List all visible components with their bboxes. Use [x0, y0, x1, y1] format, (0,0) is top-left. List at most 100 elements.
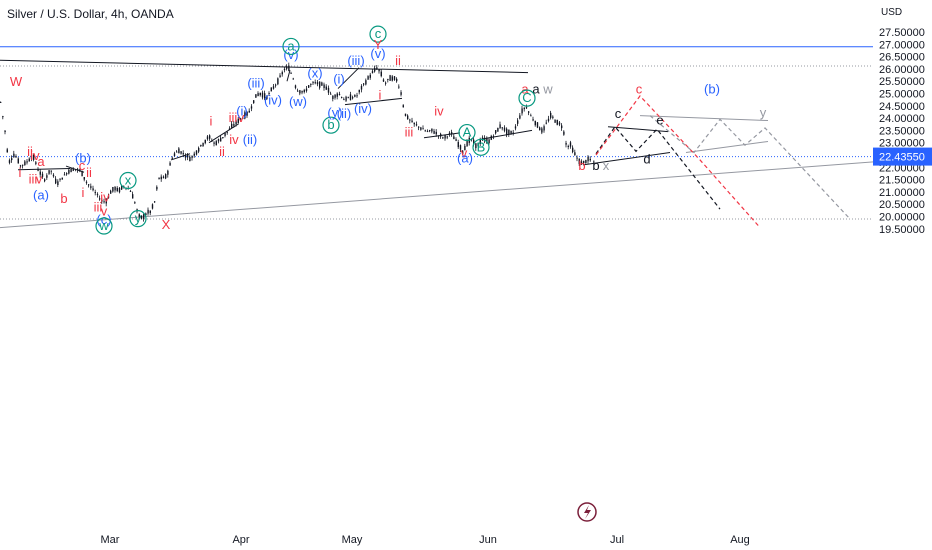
candle-body — [517, 120, 519, 124]
candle-body — [189, 156, 191, 162]
wave-label: (i) — [236, 104, 248, 119]
candle-body — [101, 199, 103, 202]
candle-body — [35, 162, 37, 164]
wave-label-circle — [282, 37, 300, 56]
candle-body — [371, 71, 374, 74]
candle-body — [360, 85, 363, 90]
candle-body — [389, 75, 391, 81]
x-tick-label: Jul — [610, 534, 624, 546]
y-tick-label: 26.50000 — [879, 52, 925, 64]
candle-body — [77, 168, 79, 171]
price-axis[interactable]: 27.5000027.0000026.5000026.0000025.50000… — [879, 27, 925, 236]
candle-body — [235, 120, 237, 125]
candle-body — [308, 85, 310, 88]
candle-body — [68, 169, 70, 174]
wave-label: ii — [395, 53, 401, 68]
candle-body — [222, 137, 224, 139]
candle-body — [85, 181, 88, 183]
projection-path[interactable] — [649, 115, 851, 220]
wave-label-circle — [95, 217, 113, 235]
candle-body — [4, 130, 6, 132]
candle-body — [413, 122, 415, 125]
candle-body — [149, 210, 151, 214]
candle-body — [477, 142, 479, 147]
candle-body — [8, 160, 11, 163]
candle-body — [213, 142, 215, 144]
candle-body — [510, 130, 512, 135]
wave-label: iv — [229, 132, 239, 147]
trendline[interactable] — [0, 59, 529, 74]
wave-label: x — [125, 173, 132, 188]
candle-body — [259, 92, 261, 96]
trendline[interactable] — [0, 156, 932, 229]
candle-body — [283, 68, 286, 71]
candle-body — [44, 179, 46, 182]
lightning-icon[interactable] — [577, 502, 597, 522]
candle-body — [204, 139, 206, 144]
wave-label: iii — [405, 125, 414, 140]
projection-path[interactable] — [595, 125, 721, 210]
wave-label-circle — [458, 123, 476, 142]
candle-body — [446, 136, 448, 138]
wave-label: i — [19, 165, 22, 180]
time-axis[interactable]: Mar Apr May Jun Jul Aug — [101, 534, 750, 546]
candle-body — [162, 176, 165, 179]
wave-label: (iii) — [347, 53, 364, 68]
candle-body — [424, 130, 426, 132]
wave-label: b — [60, 191, 67, 206]
wave-label-circle — [518, 89, 536, 107]
candle-body — [426, 130, 429, 132]
candle-body — [514, 126, 517, 129]
candle-body — [52, 174, 55, 177]
candle-body — [2, 116, 4, 118]
candle-body — [473, 139, 475, 145]
wave-label: Y — [374, 37, 383, 52]
candle-body — [589, 158, 591, 161]
candle-body — [50, 170, 52, 172]
y-tick-label: 26.00000 — [879, 64, 925, 76]
wave-label: c — [375, 26, 382, 41]
trendline[interactable] — [170, 153, 191, 161]
candle-body — [523, 108, 525, 110]
candle-body — [286, 66, 288, 69]
candle-body — [171, 157, 173, 159]
candle-body — [385, 82, 387, 84]
trendline[interactable] — [208, 123, 239, 144]
candle-body — [391, 76, 393, 81]
candle-body — [587, 156, 589, 162]
candle-body — [378, 69, 380, 72]
candle-body — [409, 119, 411, 121]
candle-body — [314, 82, 316, 84]
candle-body — [347, 97, 349, 99]
trendline[interactable] — [17, 168, 71, 171]
candle-body — [506, 128, 508, 135]
candle-body — [319, 81, 321, 88]
candle-body — [398, 86, 400, 88]
x-tick-label: Jun — [479, 534, 497, 546]
candle-body — [499, 124, 501, 129]
candle-body — [363, 83, 365, 85]
wave-label: iii — [229, 110, 238, 125]
trendline[interactable] — [582, 152, 671, 166]
trendline[interactable] — [685, 140, 769, 154]
trendline[interactable] — [607, 126, 669, 133]
trendline[interactable] — [344, 97, 403, 106]
candle-body — [26, 161, 28, 163]
candle-body — [530, 115, 532, 117]
candle-body — [22, 164, 24, 166]
wave-label: y — [135, 211, 142, 226]
candle-body — [528, 111, 530, 113]
wave-label: (y) — [327, 105, 342, 120]
trendline[interactable] — [337, 67, 360, 89]
projection-path[interactable] — [595, 95, 761, 228]
trendline[interactable] — [639, 115, 769, 122]
candle-body — [316, 82, 319, 85]
candle-body — [327, 87, 330, 93]
candle-body — [90, 186, 92, 188]
candle-body — [13, 153, 15, 158]
candle-body — [294, 85, 297, 88]
wave-label: a — [287, 38, 295, 53]
candle-body — [193, 153, 195, 156]
trendline[interactable] — [286, 69, 291, 82]
